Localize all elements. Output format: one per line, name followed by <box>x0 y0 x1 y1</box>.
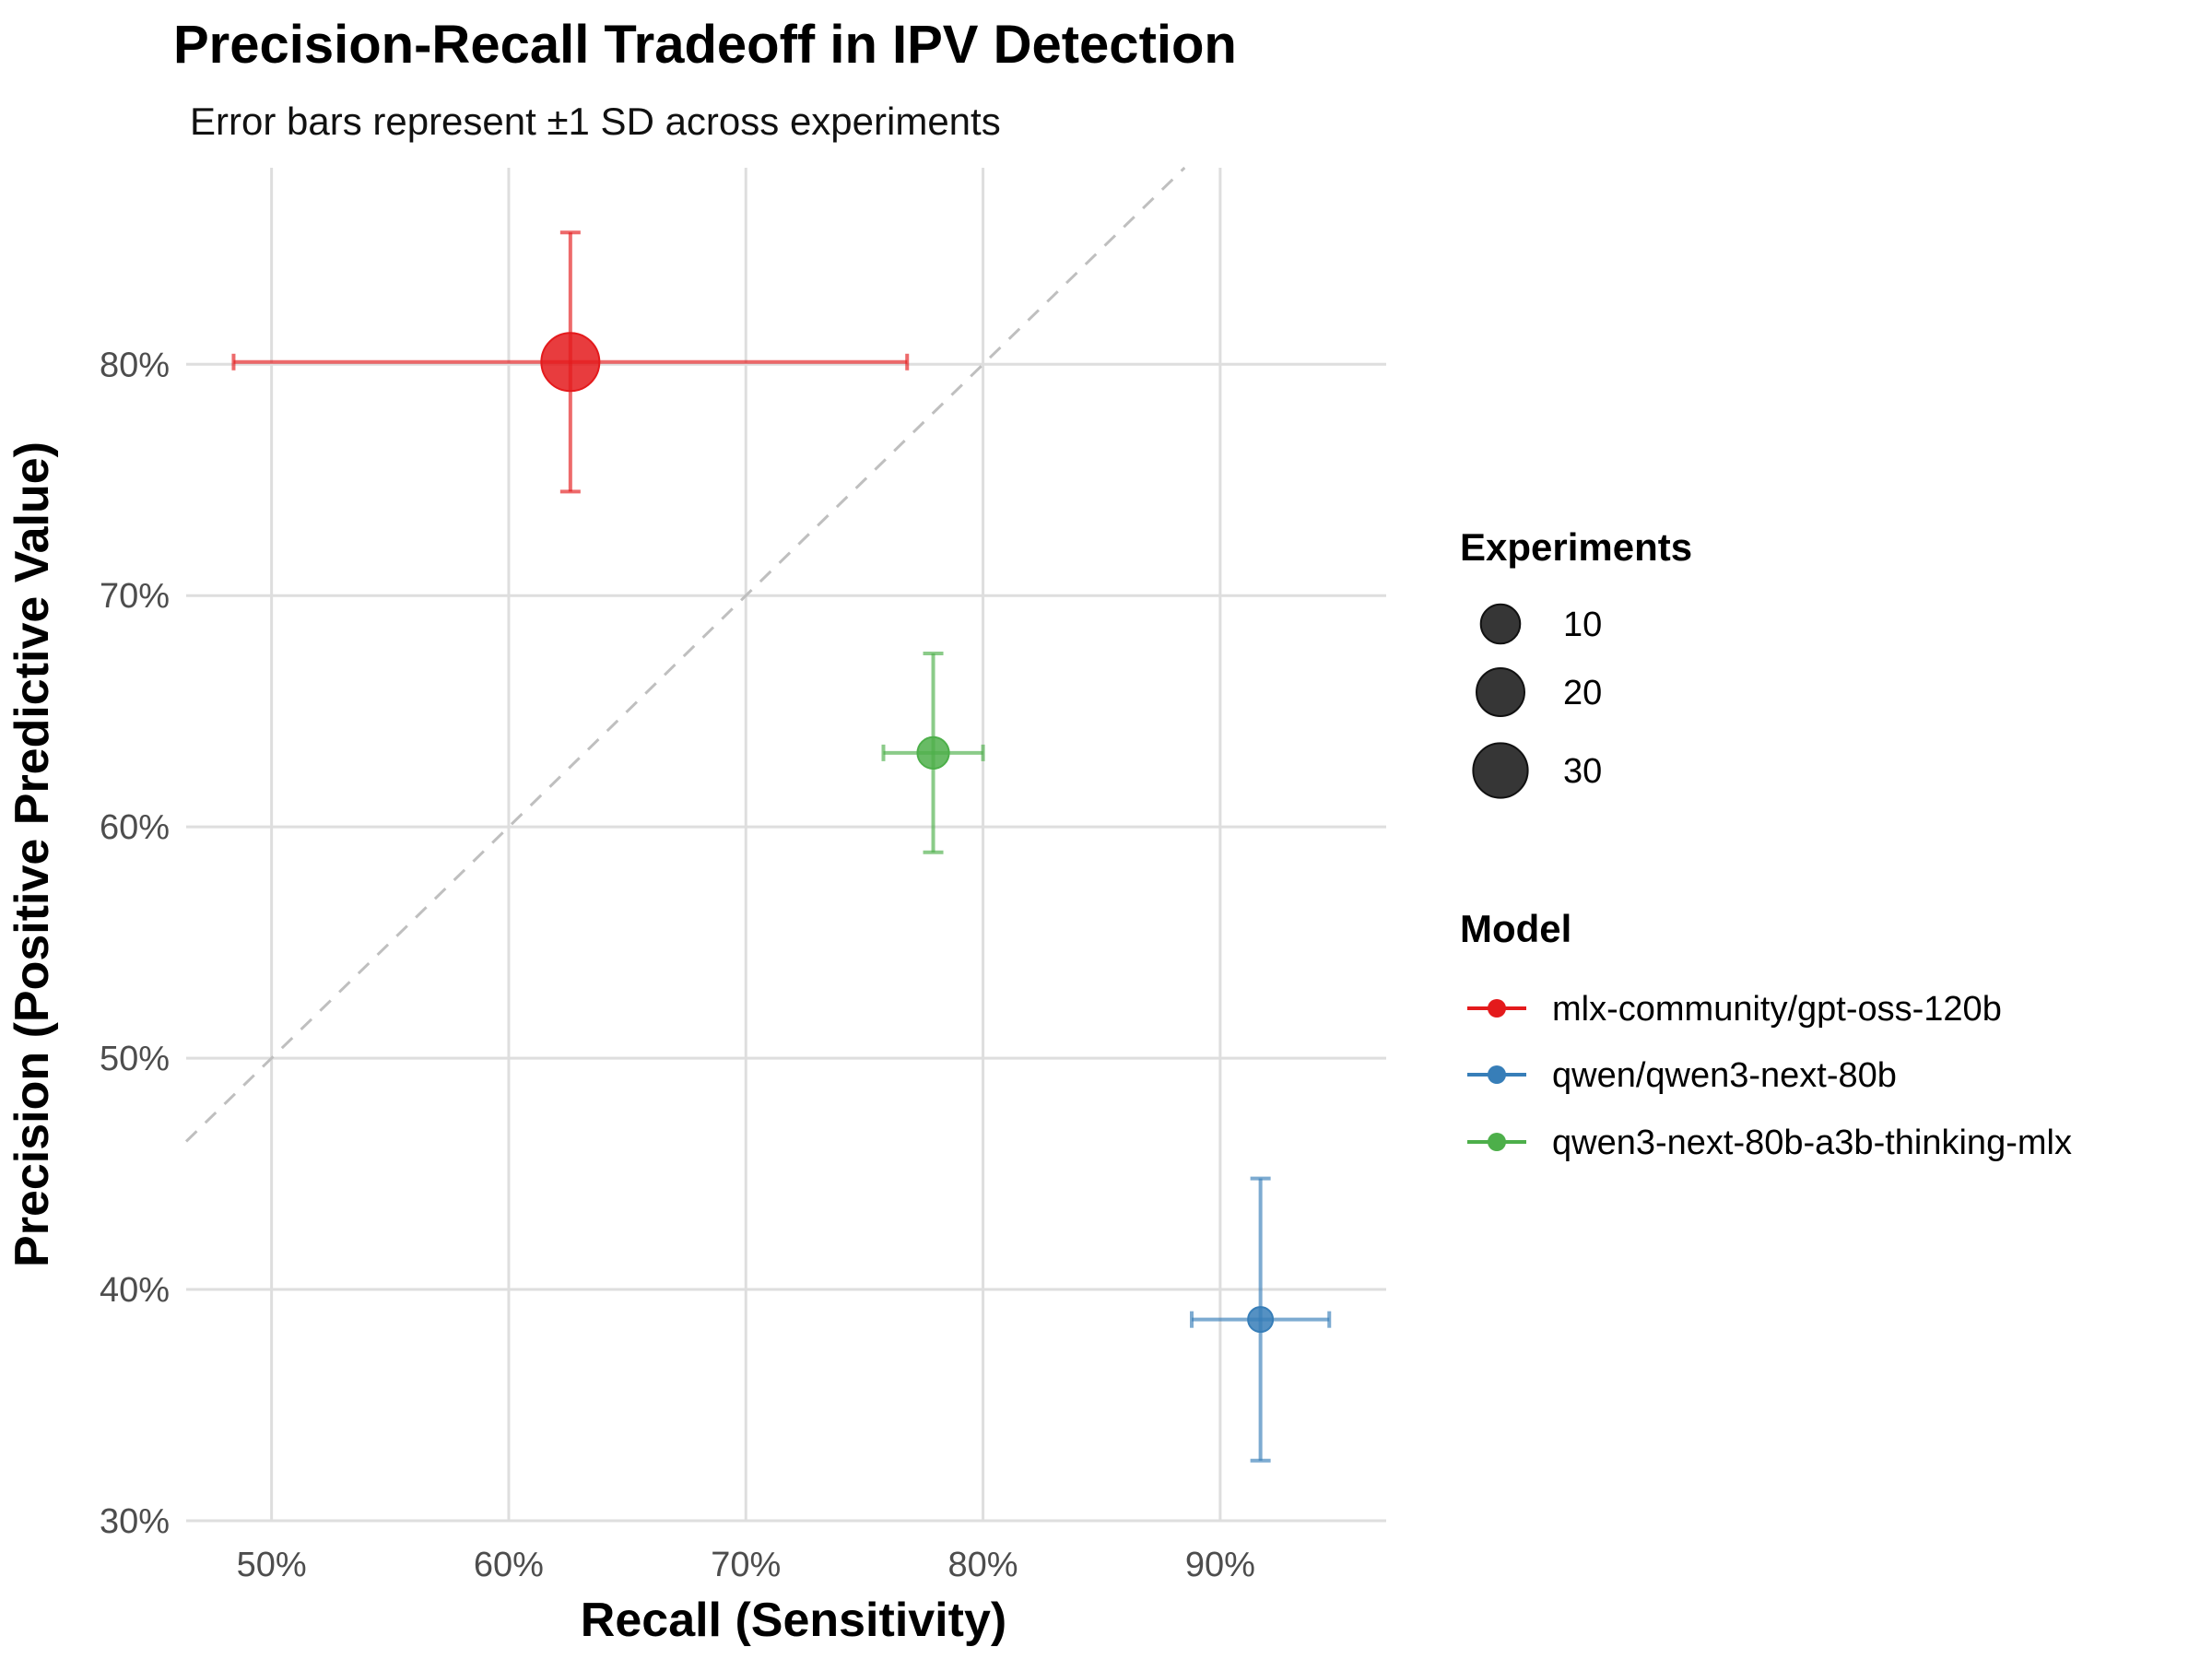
series-2 <box>881 651 985 854</box>
size-legend-label-30: 30 <box>1563 752 1602 791</box>
model-legend-label-1: qwen/qwen3-next-80b <box>1552 1056 1897 1095</box>
y-tick-label-4: 70% <box>100 577 170 616</box>
model-legend-label-0: mlx-community/gpt-oss-120b <box>1552 990 2002 1029</box>
size-legend-label-20: 20 <box>1563 674 1602 712</box>
model-legend-dot-1 <box>1488 1065 1506 1084</box>
model-legend-label-2: qwen3-next-80b-a3b-thinking-mlx <box>1552 1124 2072 1162</box>
series-1 <box>1190 1176 1332 1463</box>
size-legend-title: Experiments <box>1460 525 1692 569</box>
model-legend-title: Model <box>1460 907 1571 950</box>
chart-title: Precision-Recall Tradeoff in IPV Detecti… <box>173 15 1237 75</box>
data-point-2 <box>916 735 950 770</box>
size-legend: Experiments 10 20 30 <box>1460 525 1692 799</box>
diagonal-reference-line <box>184 166 1186 1143</box>
data-point-0 <box>540 332 601 393</box>
size-legend-key-30 <box>1472 742 1529 799</box>
data-point-1 <box>1247 1306 1275 1334</box>
y-axis-ticks: 30% 40% 50% 60% 70% 80% <box>100 346 170 1541</box>
series-0 <box>231 230 910 494</box>
chart-subtitle: Error bars represent ±1 SD across experi… <box>190 100 1001 143</box>
model-legend: Model mlx-community/gpt-oss-120b qwen/qwe… <box>1460 907 2072 1162</box>
x-tick-label-4: 90% <box>1185 1546 1255 1584</box>
reference-diagonal <box>184 166 1186 1143</box>
x-axis-title: Recall (Sensitivity) <box>581 1594 1006 1647</box>
y-tick-label-2: 50% <box>100 1040 170 1078</box>
x-tick-label-2: 70% <box>711 1546 781 1584</box>
y-tick-label-1: 40% <box>100 1271 170 1310</box>
grid <box>186 168 1386 1523</box>
model-legend-dot-0 <box>1488 999 1506 1018</box>
x-tick-label-3: 80% <box>948 1546 1018 1584</box>
size-legend-label-10: 10 <box>1563 606 1602 644</box>
x-tick-label-1: 60% <box>474 1546 544 1584</box>
y-tick-label-5: 80% <box>100 346 170 384</box>
x-axis-ticks: 50% 60% 70% 80% 90% <box>237 1546 1255 1584</box>
y-tick-label-0: 30% <box>100 1502 170 1541</box>
x-tick-label-0: 50% <box>237 1546 307 1584</box>
data-points <box>231 230 1332 1463</box>
y-tick-label-3: 60% <box>100 808 170 847</box>
y-axis-title: Precision (Positive Predictive Value) <box>6 441 59 1267</box>
size-legend-key-10 <box>1479 603 1522 645</box>
size-legend-key-20 <box>1476 667 1525 717</box>
model-legend-dot-2 <box>1488 1133 1506 1151</box>
